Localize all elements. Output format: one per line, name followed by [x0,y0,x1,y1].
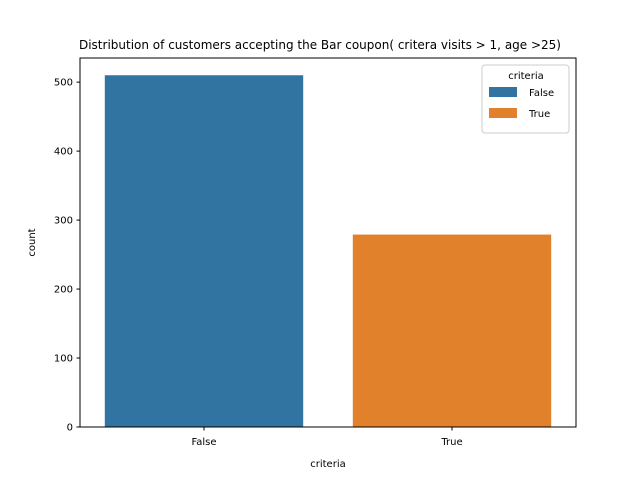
x-axis-label: criteria [310,459,345,470]
legend-items: False True [489,87,554,120]
legend: criteria False True [481,64,570,134]
bar-true [352,234,552,427]
y-tick-label: 0 [67,423,73,434]
bar-false [104,75,304,428]
y-tick-label: 100 [54,354,73,365]
legend-swatch-false [489,87,517,97]
legend-label-false: False [529,88,554,99]
axes-frame [79,57,577,428]
y-tick-label: 500 [54,78,73,89]
y-tick-label: 300 [54,216,73,227]
x-tick-label: False [191,437,216,448]
legend-title: criteria [508,71,543,82]
legend-label-true: True [528,109,550,120]
legend-swatch-true [489,108,517,118]
y-tick-label: 400 [54,147,73,158]
chart-title: Distribution of customers accepting the … [79,38,561,52]
plot-area: 0 100 200 300 400 500 False True [54,57,577,448]
x-tick-label: True [440,437,462,448]
y-axis-label: count [27,228,38,256]
bars-layer [104,75,552,428]
x-axis-ticks: False True [191,427,463,448]
y-axis-ticks: 0 100 200 300 400 500 [54,78,80,434]
y-tick-label: 200 [54,285,73,296]
